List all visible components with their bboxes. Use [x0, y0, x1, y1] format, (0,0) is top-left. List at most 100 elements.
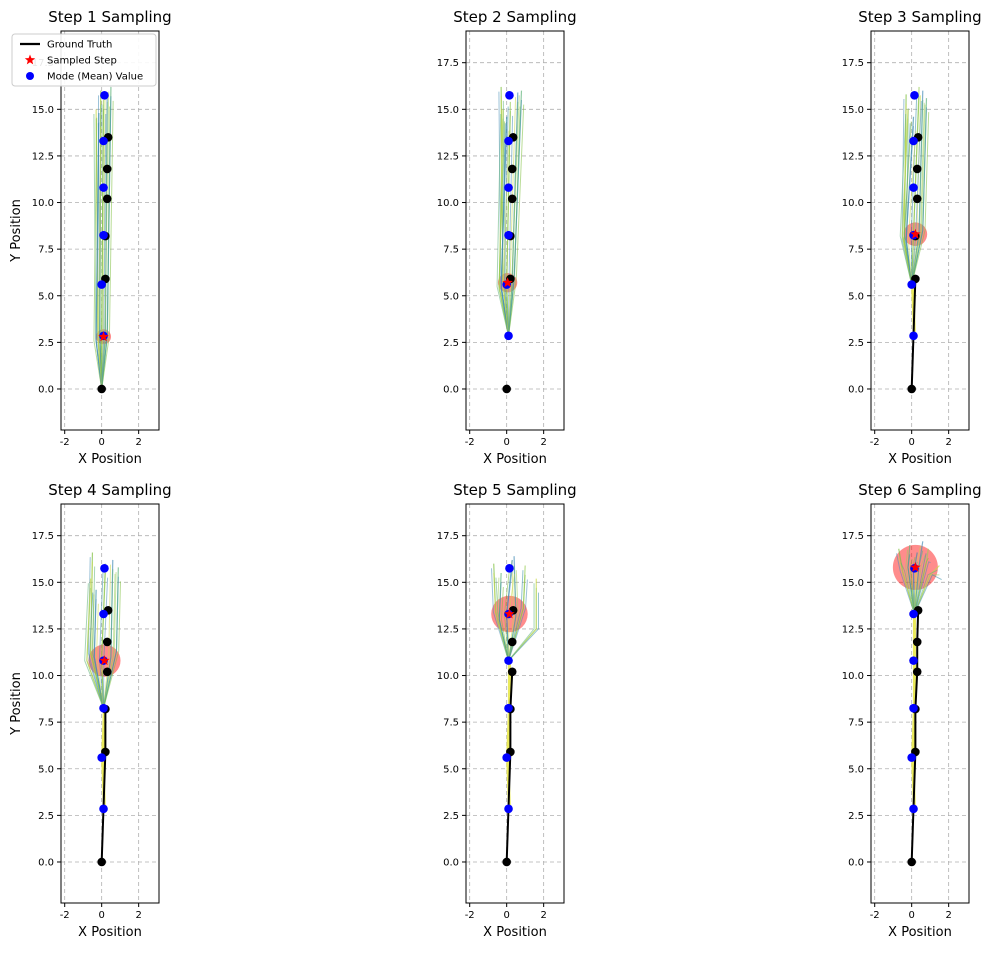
ground-truth-point [102, 194, 112, 204]
subplot-2: Step 2 Sampling -2 0 2 0.0 2.5 5.0 7.5 10.0 12.5 1… [437, 8, 577, 467]
sample-trajectory [905, 549, 915, 615]
mode-point [97, 280, 106, 289]
legend: Ground Truth Sampled Step Mode (Mean) Valu… [11, 33, 157, 87]
subplot-5: Step 5 Sampling -2 0 2 0.0 2.5 5.0 7.5 10.0 12.5 1… [437, 481, 577, 940]
y-tick-label: 7.5 [443, 245, 459, 256]
mode-point [909, 656, 918, 665]
x-tick-label: 2 [135, 910, 141, 921]
sample-trajectory [905, 126, 915, 285]
x-tick-label: 0 [908, 437, 914, 448]
sample-trajectory [84, 583, 104, 709]
y-tick-label: 10.0 [437, 198, 459, 209]
y-tick-label: 7.5 [848, 718, 864, 729]
y-tick-label: 10.0 [437, 671, 459, 682]
x-tick-label: -2 [870, 910, 880, 921]
x-tick-label: 2 [945, 437, 951, 448]
y-tick-label: 15.0 [32, 105, 54, 116]
x-tick-label: 2 [135, 437, 141, 448]
ground-truth-point [912, 194, 922, 204]
ground-truth-point [97, 857, 106, 867]
sample-trajectory [96, 603, 105, 709]
mode-point [99, 136, 108, 146]
sample-trajectory [496, 577, 510, 661]
sampled-step-star [99, 655, 110, 666]
mode-point [909, 804, 918, 814]
sample-trajectory [91, 594, 105, 709]
sample-trajectory [98, 568, 105, 709]
y-tick-label: 17.5 [842, 58, 864, 69]
ground-truth-point [97, 384, 106, 394]
plot-area [496, 86, 525, 394]
x-axis-label: X Position [78, 925, 142, 940]
mode-point [504, 331, 513, 341]
mode-point [907, 280, 916, 289]
x-tick-label: 0 [503, 437, 509, 448]
axes-frame [870, 30, 970, 431]
plot-area [84, 552, 122, 867]
subplot-title: Step 3 Sampling [858, 8, 981, 26]
mode-point [97, 753, 106, 762]
y-tick-label: 2.5 [443, 811, 459, 822]
sample-trajectory [93, 117, 103, 390]
ground-truth-point [507, 637, 517, 647]
y-tick-label: 0.0 [848, 857, 864, 868]
sample-trajectory [903, 121, 913, 285]
y-tick-label: 12.5 [842, 151, 864, 162]
mode-point [907, 753, 916, 762]
mode-point [909, 183, 918, 192]
y-tick-label: 2.5 [848, 338, 864, 349]
x-tick-label: 0 [98, 910, 104, 921]
legend-label: Ground Truth [47, 40, 112, 51]
subplot-title: Step 5 Sampling [453, 481, 576, 499]
subplot-4: Step 4 Sampling -2 0 2 0.0 2.5 5.0 7.5 10.0 12.5 1… [9, 481, 172, 940]
ground-truth-point [502, 857, 511, 867]
x-tick-label: 0 [98, 437, 104, 448]
sample-trajectory [491, 568, 510, 661]
subplot-6: Step 6 Sampling -2 0 2 0.0 2.5 5.0 7.5 10.0 12.5 1… [842, 481, 982, 940]
sample-trajectory [508, 104, 525, 336]
y-tick-label: 12.5 [437, 624, 459, 635]
axes-frame [465, 30, 565, 431]
sample-trajectory [86, 587, 105, 709]
y-tick-label: 0.0 [443, 384, 459, 395]
y-tick-label: 0.0 [38, 857, 54, 868]
sample-trajectory [913, 574, 942, 615]
sample-trajectory [911, 112, 930, 285]
x-tick-label: -2 [465, 437, 475, 448]
y-tick-label: 0.0 [848, 384, 864, 395]
mode-point [909, 609, 918, 619]
sample-trajectory [508, 587, 537, 661]
axes-frame [60, 30, 160, 431]
mode-point [99, 804, 108, 814]
y-tick-label: 10.0 [842, 671, 864, 682]
sample-trajectory [913, 550, 924, 615]
sample-trajectory [508, 583, 535, 661]
plot-area [491, 556, 539, 867]
subplot-title: Step 1 Sampling [48, 8, 171, 26]
sample-trajectory [103, 576, 119, 709]
plot-area [93, 86, 114, 394]
mode-point [504, 230, 513, 240]
sample-trajectory [900, 562, 915, 615]
axes-frame [465, 503, 565, 904]
sample-trajectory [899, 113, 913, 285]
sample-trajectory [907, 554, 915, 615]
sample-trajectory [910, 557, 916, 615]
ground-truth-point [907, 857, 916, 867]
mode-point [909, 703, 918, 713]
y-tick-label: 12.5 [32, 624, 54, 635]
x-tick-label: -2 [60, 437, 70, 448]
y-tick-label: 12.5 [437, 151, 459, 162]
x-tick-label: 2 [540, 437, 546, 448]
sample-trajectory [103, 569, 114, 709]
mode-point [99, 609, 108, 619]
x-axis-label: X Position [483, 925, 547, 940]
sample-trajectory [88, 592, 105, 709]
legend-label: Sampled Step [47, 56, 117, 67]
x-tick-label: 2 [540, 910, 546, 921]
sampled-step-star [910, 228, 921, 239]
sampled-step-star [502, 277, 513, 288]
x-tick-label: -2 [60, 910, 70, 921]
